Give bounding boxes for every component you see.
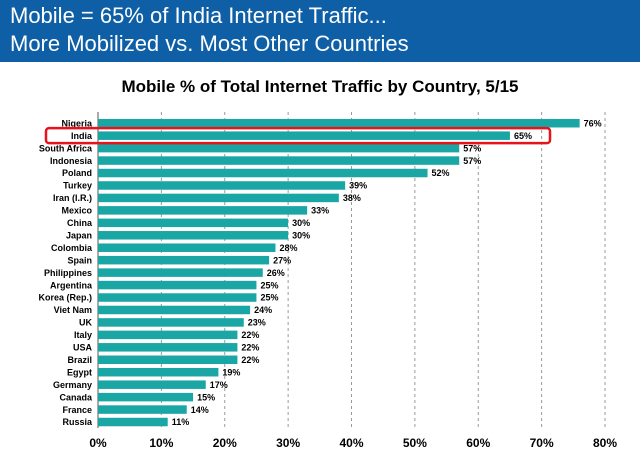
bar [98,355,238,365]
bar [98,156,460,165]
chart-title: Mobile % of Total Internet Traffic by Co… [121,77,519,96]
category-label: Canada [59,392,93,402]
data-label: 22% [241,355,259,365]
x-tick-label: 50% [403,436,427,450]
bar [98,193,339,203]
data-label: 11% [172,417,190,427]
bar [98,206,308,215]
bar [98,405,187,414]
data-label: 65% [514,131,532,141]
data-label: 22% [241,343,259,353]
category-label: Viet Nam [54,305,92,315]
category-label: South Africa [39,143,93,153]
bar [98,343,238,352]
bar [98,181,346,190]
bar [98,318,244,327]
category-label: Philippines [44,268,92,278]
bar [98,330,238,340]
bar [98,131,510,140]
bar [98,143,460,153]
category-label: Nigeria [61,118,93,128]
category-label: Germany [53,380,92,390]
bar [98,305,251,315]
highlight-box [44,126,552,145]
category-label: Italy [74,330,92,340]
data-label: 52% [432,168,450,178]
x-tick-label: 70% [530,436,554,450]
x-tick-label: 60% [466,436,490,450]
data-label: 19% [222,367,240,377]
data-label: 24% [254,305,272,315]
category-label: USA [73,343,93,353]
x-tick-label: 80% [593,436,617,450]
category-label: Korea (Rep.) [38,293,92,303]
bar [98,280,257,290]
bar [98,231,289,240]
bar [98,168,428,178]
data-label: 28% [279,243,297,253]
headline-line-1: Mobile = 65% of India Internet Traffic..… [10,3,387,28]
data-label: 39% [349,181,367,191]
x-tick-label: 30% [276,436,300,450]
category-label: Turkey [63,181,92,191]
data-label: 25% [260,293,278,303]
category-label: UK [79,318,92,328]
data-label: 30% [292,218,310,228]
bar [98,392,194,402]
category-label: Spain [67,255,92,265]
bar [98,255,270,265]
bar [98,417,168,427]
bar [98,380,206,389]
data-label: 15% [197,392,215,402]
x-tick-label: 40% [339,436,363,450]
headline-line-2: More Mobilized vs. Most Other Countries [10,31,409,56]
bar [98,218,289,228]
x-tick-label: 20% [213,436,237,450]
bar [98,367,219,377]
category-label: Brazil [67,355,92,365]
bar [98,243,276,252]
category-label: Colombia [51,243,93,253]
category-label: Iran (I.R.) [53,193,92,203]
x-tick-label: 0% [89,436,107,450]
category-label: Mexico [61,206,92,216]
data-label: 57% [463,156,481,166]
category-label: France [62,405,92,415]
data-label: 30% [292,230,310,240]
data-label: 17% [210,380,228,390]
bar [98,268,263,277]
data-label: 27% [273,255,291,265]
bar [98,118,580,128]
data-label: 23% [248,318,266,328]
data-label: 14% [191,405,209,415]
category-label: Indonesia [50,156,93,166]
category-label: Egypt [67,367,92,377]
title-banner: Mobile = 65% of India Internet Traffic..… [0,0,640,62]
x-tick-label: 10% [149,436,173,450]
data-label: 76% [584,118,602,128]
category-label: China [67,218,93,228]
category-label: Russia [62,417,93,427]
data-label: 38% [343,193,361,203]
category-label: Japan [66,230,92,240]
category-label: Argentina [50,280,93,290]
data-label: 25% [260,280,278,290]
category-label: India [71,131,93,141]
data-label: 57% [463,143,481,153]
bar [98,293,257,302]
data-label: 22% [241,330,259,340]
data-label: 33% [311,206,329,216]
category-label: Poland [62,168,92,178]
data-label: 26% [267,268,285,278]
